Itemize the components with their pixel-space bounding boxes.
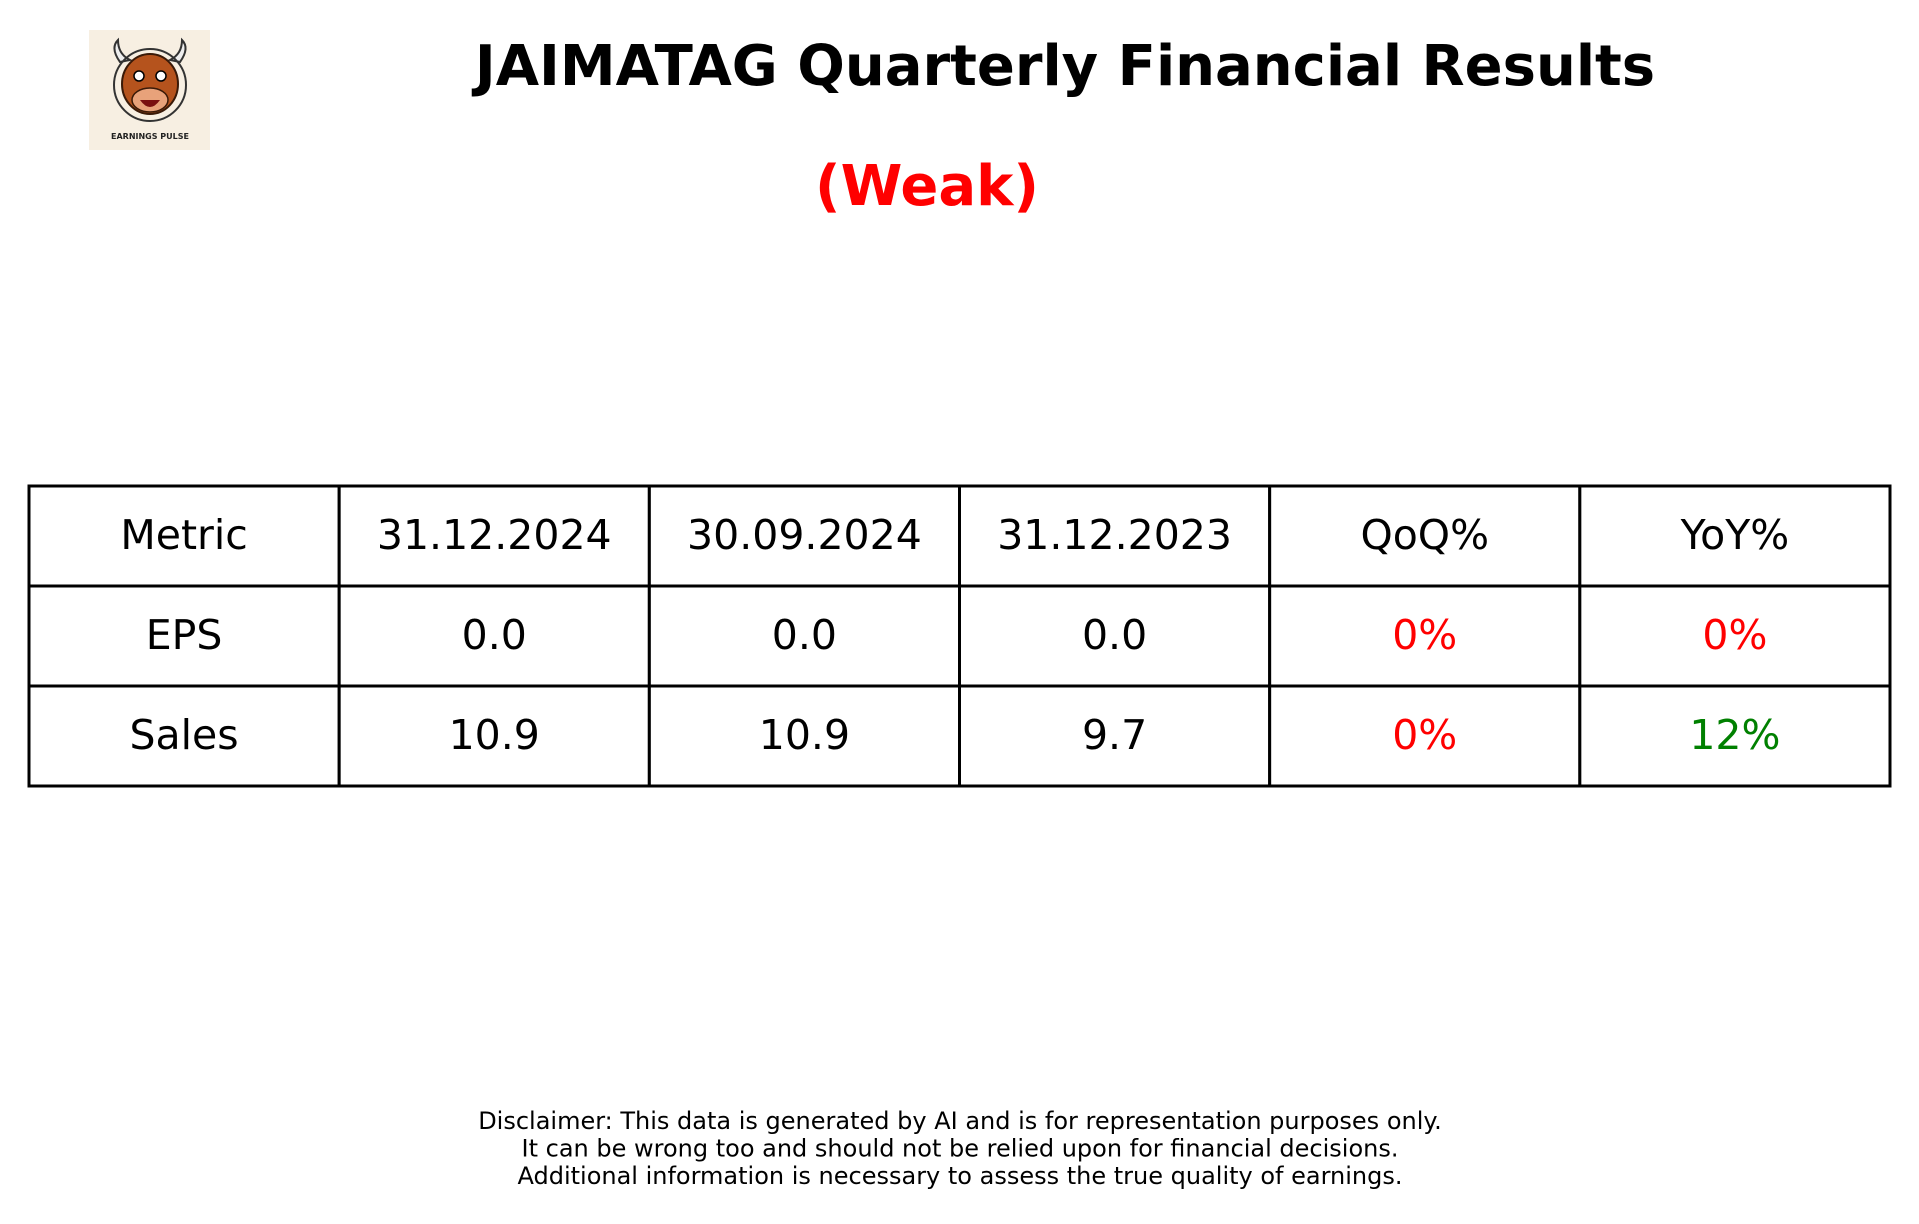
cell-value: 9.7	[1082, 711, 1147, 759]
table-cell	[958, 584, 1272, 688]
column-header: 30.09.2024	[687, 511, 922, 559]
table-cell	[337, 484, 651, 588]
cell-value: 12%	[1689, 711, 1780, 759]
logo-eye	[155, 70, 167, 82]
table-cell	[337, 684, 651, 788]
table-cell	[1268, 684, 1582, 788]
disclaimer-line: It can be wrong too and should not be re…	[522, 1135, 1399, 1163]
column-header: QoQ%	[1360, 511, 1489, 559]
table-cell	[1578, 684, 1892, 788]
column-header: YoY%	[1680, 511, 1790, 559]
cell-value: 0.0	[1082, 611, 1147, 659]
table-cell	[1268, 484, 1582, 588]
logo-eye	[133, 70, 145, 82]
table: Metric 31.12.2024 30.09.2024 31.12.2023 QoQ%…	[27, 484, 1892, 788]
cell-value: 0.0	[772, 611, 837, 659]
disclaimer-line: Disclaimer: This data is generated by AI…	[478, 1107, 1442, 1135]
table-cell	[1268, 584, 1582, 688]
row-label: EPS	[146, 611, 223, 659]
table-cell	[27, 684, 341, 788]
cell-value: 0.0	[462, 611, 527, 659]
table-cell	[27, 584, 341, 688]
cell-value: 0%	[1392, 711, 1457, 759]
disclaimer: Disclaimer: This data is generated by AI…	[478, 1107, 1442, 1190]
row-label: Sales	[130, 711, 239, 759]
rating: (Weak)	[815, 154, 1039, 219]
column-header: Metric	[120, 511, 247, 559]
column-header: 31.12.2023	[997, 511, 1232, 559]
title: JAIMATAG Quarterly Financial Results	[471, 34, 1655, 99]
cell-value: 0%	[1392, 611, 1457, 659]
logo-text: EARNINGS PULSE	[111, 132, 189, 141]
table-cell	[647, 684, 961, 788]
cell-value: 10.9	[449, 711, 540, 759]
logo-mouth	[140, 100, 160, 107]
cell-value: 10.9	[759, 711, 850, 759]
column-header: 31.12.2024	[377, 511, 612, 559]
table-cell	[958, 684, 1272, 788]
table-cell	[1578, 484, 1892, 588]
cell-value: 0%	[1702, 611, 1767, 659]
disclaimer-line: Additional information is necessary to a…	[517, 1162, 1402, 1190]
logo: EARNINGS PULSE	[89, 30, 210, 150]
logo-ring	[113, 48, 187, 122]
table-cell	[647, 584, 961, 688]
